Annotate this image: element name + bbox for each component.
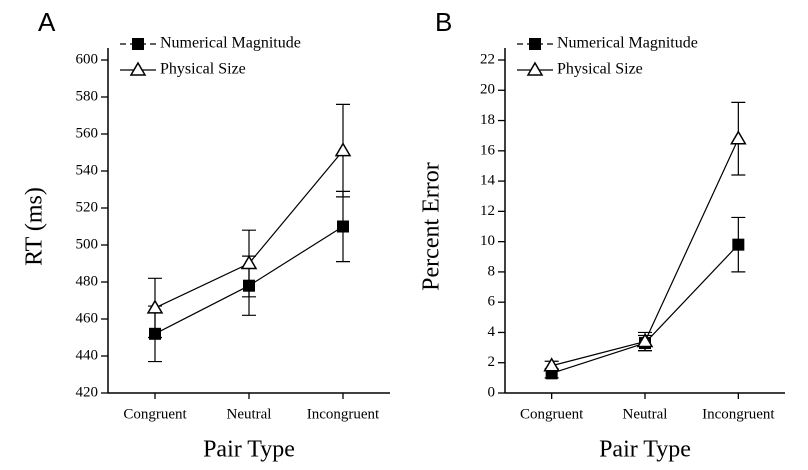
x-axis-label: Pair Type bbox=[599, 437, 691, 463]
y-tick-label: 6 bbox=[488, 294, 496, 310]
marker bbox=[730, 130, 747, 145]
y-tick-label: 22 bbox=[480, 51, 495, 67]
y-tick-label: 4 bbox=[488, 324, 496, 340]
marker bbox=[732, 238, 745, 251]
y-tick-label: 420 bbox=[76, 384, 99, 400]
y-tick-label: 520 bbox=[76, 199, 99, 215]
y-tick-label: 480 bbox=[76, 273, 99, 289]
y-tick-label: 500 bbox=[76, 236, 99, 252]
x-tick-label: Congruent bbox=[123, 406, 187, 422]
marker bbox=[636, 333, 654, 348]
x-tick-label: Congruent bbox=[520, 406, 584, 422]
marker bbox=[526, 61, 544, 76]
y-axis-label: Percent Error bbox=[419, 162, 445, 291]
series-line bbox=[551, 244, 739, 374]
y-tick-label: 0 bbox=[488, 384, 496, 400]
series-line bbox=[551, 138, 739, 367]
x-axis-label: Pair Type bbox=[203, 437, 295, 463]
legend-label: Numerical Magnitude bbox=[557, 35, 698, 52]
y-tick-label: 16 bbox=[480, 142, 496, 158]
marker bbox=[240, 255, 258, 270]
legend-label: Physical Size bbox=[160, 61, 246, 78]
panel-label: B bbox=[435, 7, 452, 37]
y-tick-label: 560 bbox=[76, 125, 99, 141]
y-tick-label: 580 bbox=[76, 88, 99, 104]
x-tick-label: Neutral bbox=[623, 406, 668, 422]
y-tick-label: 12 bbox=[480, 203, 495, 219]
marker bbox=[529, 38, 541, 50]
legend-label: Physical Size bbox=[557, 61, 643, 78]
y-tick-label: 8 bbox=[488, 263, 496, 279]
y-tick-label: 460 bbox=[76, 310, 99, 326]
marker bbox=[132, 38, 144, 50]
legend-label: Numerical Magnitude bbox=[160, 35, 301, 52]
y-tick-label: 600 bbox=[76, 51, 99, 67]
x-tick-label: Incongruent bbox=[702, 406, 775, 422]
y-tick-label: 440 bbox=[76, 347, 99, 363]
y-tick-label: 2 bbox=[488, 354, 496, 370]
y-tick-label: 18 bbox=[480, 112, 495, 128]
marker bbox=[337, 220, 349, 233]
y-axis-label: RT (ms) bbox=[22, 187, 48, 266]
marker bbox=[334, 142, 352, 157]
y-tick-label: 20 bbox=[480, 82, 495, 98]
x-tick-label: Incongruent bbox=[307, 406, 380, 422]
panel-label: A bbox=[38, 7, 56, 37]
marker bbox=[543, 357, 560, 372]
marker bbox=[146, 299, 164, 314]
y-tick-label: 540 bbox=[76, 162, 99, 178]
y-tick-label: 14 bbox=[480, 173, 496, 189]
marker bbox=[129, 61, 147, 76]
y-tick-label: 10 bbox=[480, 233, 495, 249]
x-tick-label: Neutral bbox=[227, 406, 272, 422]
